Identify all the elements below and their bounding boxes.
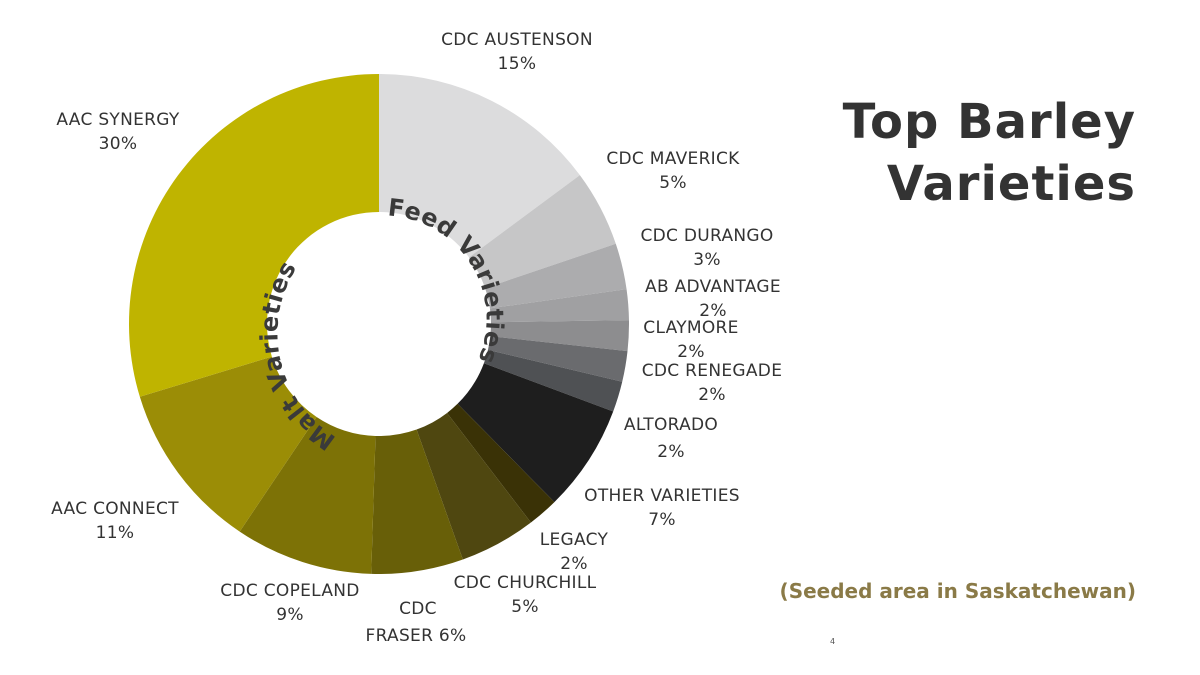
slice-cdc-maverick <box>468 175 616 289</box>
slice-cdc-durango <box>485 243 627 309</box>
chart-subtitle: (Seeded area in Saskatchewan) <box>779 579 1136 603</box>
slice-label-value: 9% <box>276 605 304 625</box>
slice-cdc-fraser <box>371 429 463 574</box>
slice-label-name: CDC COPELAND <box>220 581 359 601</box>
slice-label-name: AB ADVANTAGE <box>645 277 781 297</box>
slice-cdc-copeland <box>239 417 376 574</box>
slice-other-varieties <box>457 363 614 503</box>
slice-label-name: AAC CONNECT <box>51 499 179 519</box>
slice-label-name: AAC SYNERGY <box>56 110 179 130</box>
slice-ab-advantage <box>489 289 629 323</box>
slice-label-name: LEGACY <box>540 530 609 550</box>
slice-cdc-renegade <box>487 336 628 382</box>
slice-label-name: ALTORADO <box>624 415 718 435</box>
slice-label-value: 5% <box>659 173 687 193</box>
slice-aac-connect <box>139 356 317 532</box>
slice-label-name: OTHER VARIETIES <box>584 486 740 506</box>
slice-label-name: CDC CHURCHILL <box>454 573 597 593</box>
slices-group <box>128 74 629 574</box>
slice-label-name: CDC MAVERICK <box>606 149 740 169</box>
slice-label-value: 3% <box>693 250 721 270</box>
slice-label-value: 2% <box>699 301 727 321</box>
slice-altorado <box>483 349 623 412</box>
slice-label-value: 2% <box>657 442 685 462</box>
slice-label-value: 2% <box>560 554 588 574</box>
slice-label-value: 2% <box>698 385 726 405</box>
page-title-line-2: Varieties <box>886 156 1136 212</box>
slice-label-name: CDC AUSTENSON <box>441 30 593 50</box>
slice-label-name: CDC <box>399 599 437 619</box>
slice-claymore <box>490 320 629 352</box>
slice-aac-synergy <box>128 74 379 397</box>
page-number: 4 <box>830 637 836 646</box>
slice-cdc-churchill <box>416 412 531 560</box>
page-title-line-1: Top Barley <box>842 94 1136 150</box>
slice-label-value: 15% <box>498 54 537 74</box>
slice-label-name: CDC DURANGO <box>640 226 773 246</box>
slice-label-value: 11% <box>96 523 135 543</box>
slice-label-name: CDC RENEGADE <box>642 361 782 381</box>
slice-label-value: 6% <box>439 626 467 646</box>
slice-label-value: 30% <box>99 134 138 154</box>
slice-label-value: 5% <box>511 597 539 617</box>
slice-cdc-austenson <box>379 74 580 258</box>
slice-label-name-value: FRASER 6% <box>366 626 467 646</box>
slice-legacy <box>447 403 555 523</box>
slice-label-name: CLAYMORE <box>643 318 738 338</box>
slice-label-value: 7% <box>648 510 676 530</box>
slice-labels-group: CDC AUSTENSON 15% CDC MAVERICK 5% CDC DU… <box>51 30 782 646</box>
slice-label-value: 2% <box>677 342 705 362</box>
